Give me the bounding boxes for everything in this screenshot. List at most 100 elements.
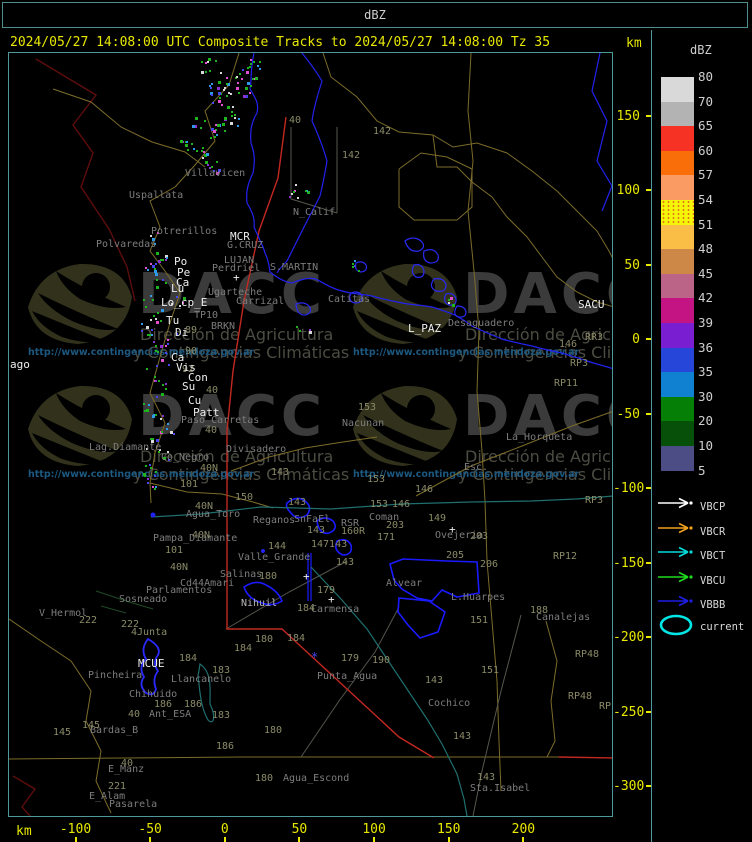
echo-dot — [154, 487, 157, 490]
map-label: Villavicen — [185, 168, 246, 179]
echo-dot — [142, 298, 145, 301]
y-tick-label: -200 — [613, 630, 645, 646]
echo-dot — [166, 338, 169, 341]
echo-dot — [154, 350, 157, 353]
scale-label: 65 — [698, 118, 714, 134]
echo-dot — [352, 266, 355, 269]
x-tick-mark — [373, 837, 376, 842]
map-label: Polvaredas — [96, 239, 157, 250]
international-border — [12, 58, 136, 816]
echo-dot — [159, 449, 162, 452]
vbcu-arrow-icon — [658, 571, 693, 582]
echo-dot — [201, 156, 204, 159]
scale-swatch-45 — [661, 273, 694, 299]
echo-dot — [143, 402, 146, 405]
echo-dot — [166, 428, 169, 431]
echo-dot — [158, 259, 162, 263]
map-label: 89 — [185, 325, 198, 336]
echo-dot — [146, 334, 149, 337]
map-label: Agua_Toro — [186, 509, 241, 520]
scale-swatch-80 — [661, 77, 694, 102]
vbbb-arrow-icon — [658, 595, 693, 607]
echo-dot — [215, 123, 218, 126]
map-label: RP48 — [568, 691, 593, 702]
map-label: Valle_Grande — [238, 552, 311, 563]
map-label: Desaguadero — [448, 318, 515, 329]
echo-dot — [164, 255, 168, 259]
echo-dot — [191, 142, 194, 145]
echo-dot — [154, 379, 157, 382]
watermark-url: http://www.contingencias.mendoza.gov.ar — [353, 469, 580, 480]
echo-dot — [288, 195, 291, 198]
map-label: 143 — [477, 772, 496, 783]
echo-dot — [203, 120, 206, 123]
x-tick-mark — [522, 837, 525, 842]
echo-dot — [186, 148, 189, 151]
scale-title: dBZ — [690, 43, 712, 57]
map-label: 101 — [165, 545, 184, 556]
echo-dot — [148, 464, 151, 467]
echo-dot — [151, 299, 154, 302]
echo-dot — [211, 101, 214, 104]
echo-dot — [153, 475, 156, 478]
map-label: 203 — [386, 520, 405, 531]
y-tick-label: -250 — [613, 704, 645, 720]
vbct-arrow-icon — [658, 546, 693, 558]
echo-dot — [150, 439, 154, 443]
map-label: 184 — [179, 653, 198, 664]
echo-dot — [146, 448, 149, 451]
echo-dot — [259, 68, 262, 71]
map-label: 153 — [367, 474, 386, 485]
y-tick-mark — [646, 114, 653, 117]
map-label: Sta.Isabel — [470, 783, 531, 794]
echo-dot — [229, 121, 233, 125]
echo-dot — [200, 150, 203, 153]
map-label: 190 — [372, 655, 391, 666]
y-axis: 150 100 50 0 -50 -100 -150 -200 -250 -300 — [613, 52, 653, 817]
echo-dot — [218, 123, 222, 127]
echo-dot — [145, 409, 149, 413]
map-label: 143 — [425, 675, 444, 686]
y-axis-unit: km — [626, 36, 642, 51]
echo-dot — [155, 278, 158, 281]
echo-dot — [217, 99, 221, 103]
echo-dot — [200, 127, 203, 130]
echo-dot — [154, 272, 158, 276]
echo-dot — [156, 285, 160, 289]
echo-dot — [161, 358, 165, 362]
reservoir-dot — [261, 549, 265, 553]
map-label: 142 — [342, 150, 361, 161]
echo-dot — [207, 58, 211, 62]
echo-dot — [171, 302, 174, 305]
map-label: 179 — [317, 585, 336, 596]
map-label: 153 — [370, 499, 389, 510]
echo-dot — [205, 160, 209, 164]
map-label: 40N — [170, 562, 189, 573]
echo-dot — [220, 71, 223, 74]
map-label: TP10 — [194, 310, 219, 321]
echo-dot — [228, 91, 231, 94]
station-label: MCR — [230, 230, 250, 243]
echo-dot — [165, 281, 168, 284]
echo-dot — [161, 309, 165, 313]
station-label: Vis — [176, 361, 196, 374]
x-tick-mark — [223, 837, 226, 842]
echo-dot — [159, 417, 162, 420]
map-label: Ant_ESA — [149, 709, 192, 720]
echo-dot — [226, 83, 229, 86]
echo-dot — [248, 65, 251, 68]
echo-dot — [210, 92, 214, 96]
x-tick-label: 150 — [436, 822, 461, 837]
map-label: 92 — [182, 364, 195, 375]
map-label: Agua_Escond — [283, 773, 350, 784]
echo-dot — [241, 69, 244, 72]
echo-dot — [225, 94, 228, 97]
echo-dot — [147, 269, 150, 272]
echo-dot — [153, 413, 156, 416]
echo-dot — [354, 265, 357, 268]
scale-label: 48 — [698, 241, 714, 257]
echo-dot — [201, 71, 205, 75]
scale-swatch-42 — [661, 298, 694, 323]
vbcp-arrow-icon — [658, 497, 693, 509]
